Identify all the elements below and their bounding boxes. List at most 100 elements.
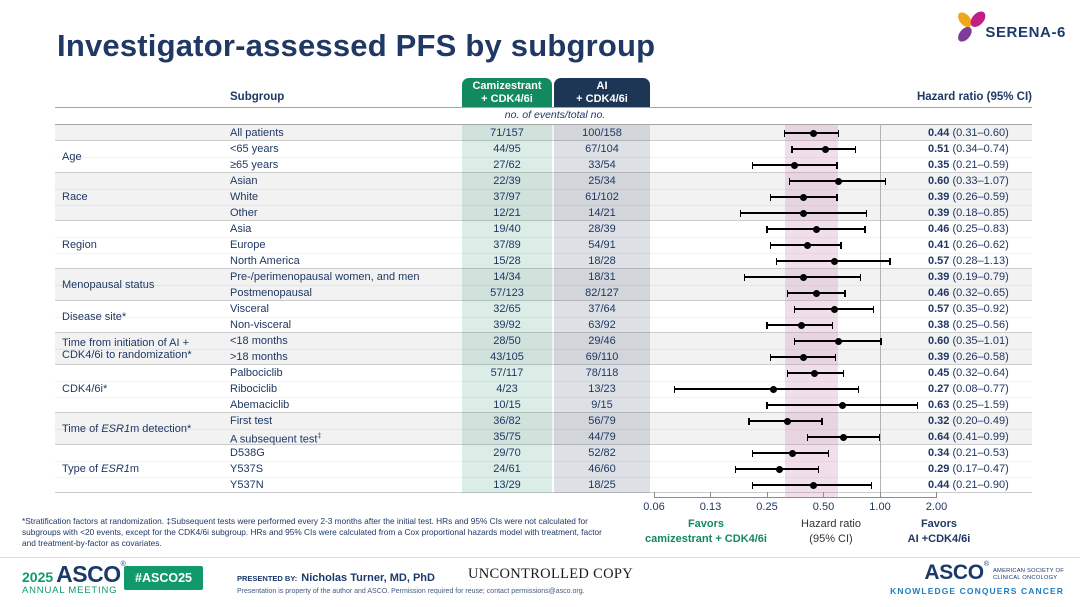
ci-cap-right: [864, 225, 866, 233]
ci-cap-right: [817, 465, 820, 473]
ai-events-cell: 44/79: [588, 431, 616, 443]
hr-point: [788, 449, 796, 457]
hr-point: [840, 433, 848, 441]
row-separator: [55, 253, 1032, 254]
group-stripe: [55, 269, 1032, 301]
ci-cap-right: [866, 209, 868, 217]
group-label: Type of ESR1m: [62, 463, 140, 475]
subgroup-cell: North America: [230, 255, 300, 267]
ci-cap-left: [673, 385, 675, 393]
camizestrant-events-cell: 4/23: [496, 383, 518, 395]
camizestrant-events-cell: 10/15: [493, 399, 521, 411]
ci-cap-right: [884, 177, 887, 185]
row-separator: [55, 189, 1032, 190]
ci-cap-right: [858, 385, 860, 393]
hr-point: [809, 481, 817, 489]
hr-ci-cell: 0.39 (0.26–0.58): [928, 351, 1009, 363]
subgroup-cell: White: [230, 191, 259, 203]
registered-mark-right: ®: [983, 561, 989, 568]
asco-annual-meeting-logo: 2025 ASCO® ANNUAL MEETING: [22, 561, 126, 596]
camizestrant-events-cell: 37/97: [493, 191, 521, 203]
ai-arm-badge: AI + CDK4/6i: [554, 78, 650, 107]
camizestrant-arm-line2: + CDK4/6i: [481, 93, 533, 105]
asco-wordmark-left: ASCO: [56, 561, 121, 587]
camizestrant-events-cell: 22/39: [493, 175, 521, 187]
ci-cap-right: [843, 369, 845, 377]
subgroup-cell: Europe: [230, 239, 266, 251]
ci-cap-right: [889, 257, 891, 265]
row-separator: [55, 157, 1032, 158]
axis-tick: [936, 492, 937, 497]
subgroup-cell: ≥65 years: [230, 159, 279, 171]
ci-cap-right: [872, 305, 874, 313]
camizestrant-events-cell: 13/29: [493, 479, 521, 491]
hr-point: [830, 257, 838, 265]
ai-events-cell: 52/82: [588, 447, 616, 459]
ai-arm-line2: + CDK4/6i: [576, 93, 628, 105]
hr-ci-cell: 0.45 (0.32–0.64): [928, 367, 1009, 379]
reference-line: [879, 125, 881, 497]
group-stripe: [55, 125, 1032, 141]
ai-events-cell: 14/21: [588, 207, 616, 219]
ai-events-cell: 67/104: [585, 143, 619, 155]
ci-cap-left: [752, 161, 754, 169]
camizestrant-arm-line1: Camizestrant: [472, 80, 542, 92]
hr-ci-cell: 0.60 (0.35–1.01): [928, 335, 1009, 347]
hr-point: [769, 385, 777, 393]
hr-ci-cell: 0.39 (0.26–0.59): [928, 191, 1009, 203]
hr-point: [803, 241, 811, 249]
ci-cap-right: [821, 417, 823, 425]
hr-ci-cell: 0.27 (0.08–0.77): [928, 383, 1009, 395]
subgroup-cell: Other: [230, 207, 258, 219]
serena6-logo: SERENA-6: [952, 8, 1066, 46]
hr-ci-cell: 0.44 (0.21–0.90): [928, 479, 1009, 491]
overall-ci-band: [784, 125, 839, 497]
axis-tick: [879, 492, 881, 497]
group-label: Time of ESR1m detection*: [62, 423, 192, 435]
ai-column-tint: [554, 125, 650, 493]
group-stripe: [55, 333, 1032, 365]
presented-by-label: PRESENTED BY:: [237, 574, 298, 583]
ci-cap-right: [860, 273, 862, 281]
hr-point: [834, 177, 842, 185]
ai-events-cell: 25/34: [588, 175, 616, 187]
ai-events-cell: 61/102: [585, 191, 619, 203]
subgroup-cell: Palbociclib: [230, 367, 283, 379]
events-note: no. of events/total no.: [504, 109, 606, 121]
ci-cap-right: [832, 321, 834, 329]
ai-events-cell: 69/110: [585, 351, 619, 363]
ci-cap-left: [775, 257, 777, 265]
hr-ci-cell: 0.46 (0.25–0.83): [928, 223, 1009, 235]
camizestrant-events-cell: 32/65: [493, 303, 521, 315]
ai-events-cell: 78/118: [585, 367, 619, 379]
hr-point: [809, 129, 817, 137]
row-separator: [55, 429, 1032, 430]
hr-ci-cell: 0.44 (0.31–0.60): [928, 127, 1009, 139]
row-separator: [55, 397, 1032, 398]
group-stripe: [55, 301, 1032, 333]
permission-disclaimer: Presentation is property of the author a…: [237, 588, 585, 595]
axis-tick-label: 0.50: [812, 501, 835, 513]
ai-events-cell: 28/39: [588, 223, 616, 235]
group-label: Age: [62, 151, 82, 163]
uncontrolled-copy-stamp: UNCONTROLLED COPY: [468, 566, 634, 582]
ci-cap-right: [827, 449, 829, 457]
hazard-ratio-column-header: Hazard ratio (95% CI): [916, 91, 1032, 103]
hr-ci-cell: 0.41 (0.26–0.62): [928, 239, 1009, 251]
hr-ci-cell: 0.64 (0.41–0.99): [928, 431, 1009, 443]
meeting-year: 2025: [22, 569, 54, 585]
favors-camizestrant-label: Favors camizestrant + CDK4/6i: [645, 518, 767, 545]
camizestrant-events-cell: 27/62: [493, 159, 521, 171]
asco-wordmark-right: ASCO: [924, 561, 984, 584]
ci-cap-left: [783, 129, 786, 137]
footer-divider: [0, 557, 1080, 558]
row-separator: [55, 285, 1032, 286]
ci-cap-left: [786, 369, 788, 377]
camizestrant-arm-badge: Camizestrant + CDK4/6i: [462, 78, 552, 107]
ai-events-cell: 33/54: [588, 159, 616, 171]
subgroup-cell: <18 months: [230, 335, 288, 347]
hr-ci-cell: 0.63 (0.25–1.59): [928, 399, 1009, 411]
subgroup-cell: >18 months: [230, 351, 288, 363]
hr-ci-cell: 0.29 (0.17–0.47): [928, 463, 1009, 475]
ci-cap-left: [793, 337, 796, 345]
